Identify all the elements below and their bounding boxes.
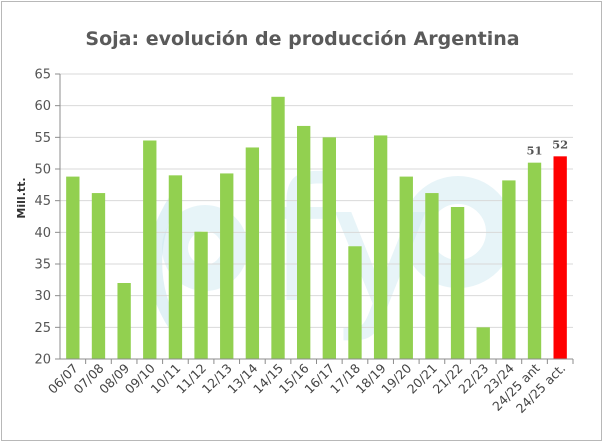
bar <box>168 175 183 359</box>
y-tick-labels: 20 25 30 35 40 45 50 55 60 65 <box>34 68 51 368</box>
bar <box>271 96 285 360</box>
bar <box>450 207 465 359</box>
bar <box>322 137 336 359</box>
y-tick-label: 20 <box>34 353 51 368</box>
bar <box>373 135 388 359</box>
bar <box>245 147 260 359</box>
bar <box>527 162 542 359</box>
bar <box>553 156 567 359</box>
bar <box>348 246 362 359</box>
y-tick-label: 30 <box>34 289 51 304</box>
y-tick-label: 25 <box>34 321 51 336</box>
bar <box>220 173 234 359</box>
bar <box>66 176 80 359</box>
data-labels: 51 52 <box>527 137 569 157</box>
data-label: 51 <box>527 144 543 158</box>
bar <box>143 140 157 359</box>
bar <box>194 231 208 359</box>
y-tick-label: 55 <box>34 131 51 146</box>
bars <box>66 96 567 360</box>
data-label: 52 <box>552 137 568 151</box>
y-axis-label: Mill.tt. <box>15 177 28 218</box>
bar <box>476 327 490 359</box>
y-tick-label: 65 <box>34 68 51 83</box>
y-tick-label: 35 <box>34 258 51 273</box>
chart-title: Soja: evolución de producción Argentina <box>85 28 520 50</box>
bar <box>399 176 413 359</box>
watermark-logo: (fy <box>135 143 514 346</box>
bar <box>502 180 516 359</box>
y-tick-label: 50 <box>34 163 51 178</box>
bar <box>425 193 439 359</box>
bar <box>117 283 131 359</box>
axes <box>59 74 574 364</box>
bar <box>297 125 311 359</box>
bar <box>91 193 106 359</box>
y-tick-label: 60 <box>34 99 51 114</box>
y-tick-label: 40 <box>34 226 51 241</box>
x-tick-labels: 06/0707/0808/0909/1010/1111/1212/1313/14… <box>45 360 568 416</box>
y-tick-label: 45 <box>34 194 51 209</box>
